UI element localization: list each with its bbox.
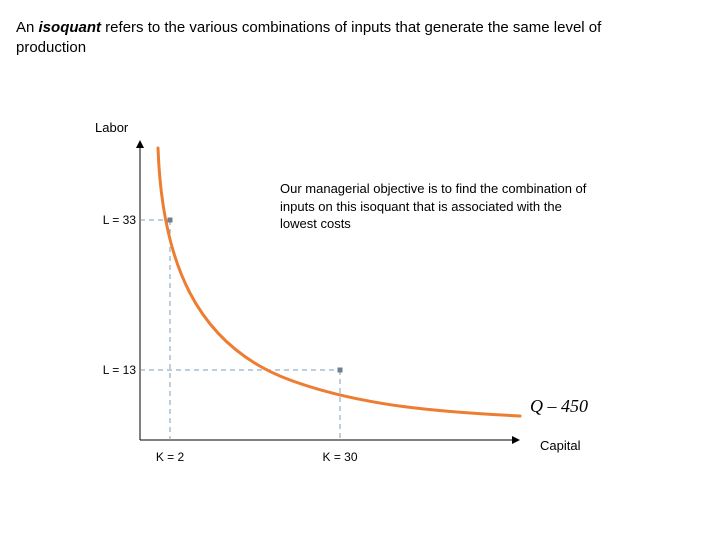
annotation-text: Our managerial objective is to find the …	[280, 180, 590, 233]
isoquant-level-label: Q – 450	[530, 396, 588, 417]
definition-pre: An	[16, 19, 39, 36]
y-tick-label: L = 13	[88, 363, 136, 377]
definition-post: refers to the various combinations of in…	[16, 19, 601, 56]
definition-keyword: isoquant	[39, 19, 102, 36]
y-tick-label: L = 33	[88, 213, 136, 227]
x-tick-label: K = 30	[315, 450, 365, 464]
y-axis-label: Labor	[95, 120, 128, 135]
page: An isoquant refers to the various combin…	[0, 0, 720, 540]
x-axis-label: Capital	[540, 438, 580, 453]
isoquant-chart: Labor Capital L = 33 L = 13 K = 2 K = 30…	[100, 140, 620, 470]
definition-text: An isoquant refers to the various combin…	[16, 18, 616, 59]
x-tick-label: K = 2	[145, 450, 195, 464]
